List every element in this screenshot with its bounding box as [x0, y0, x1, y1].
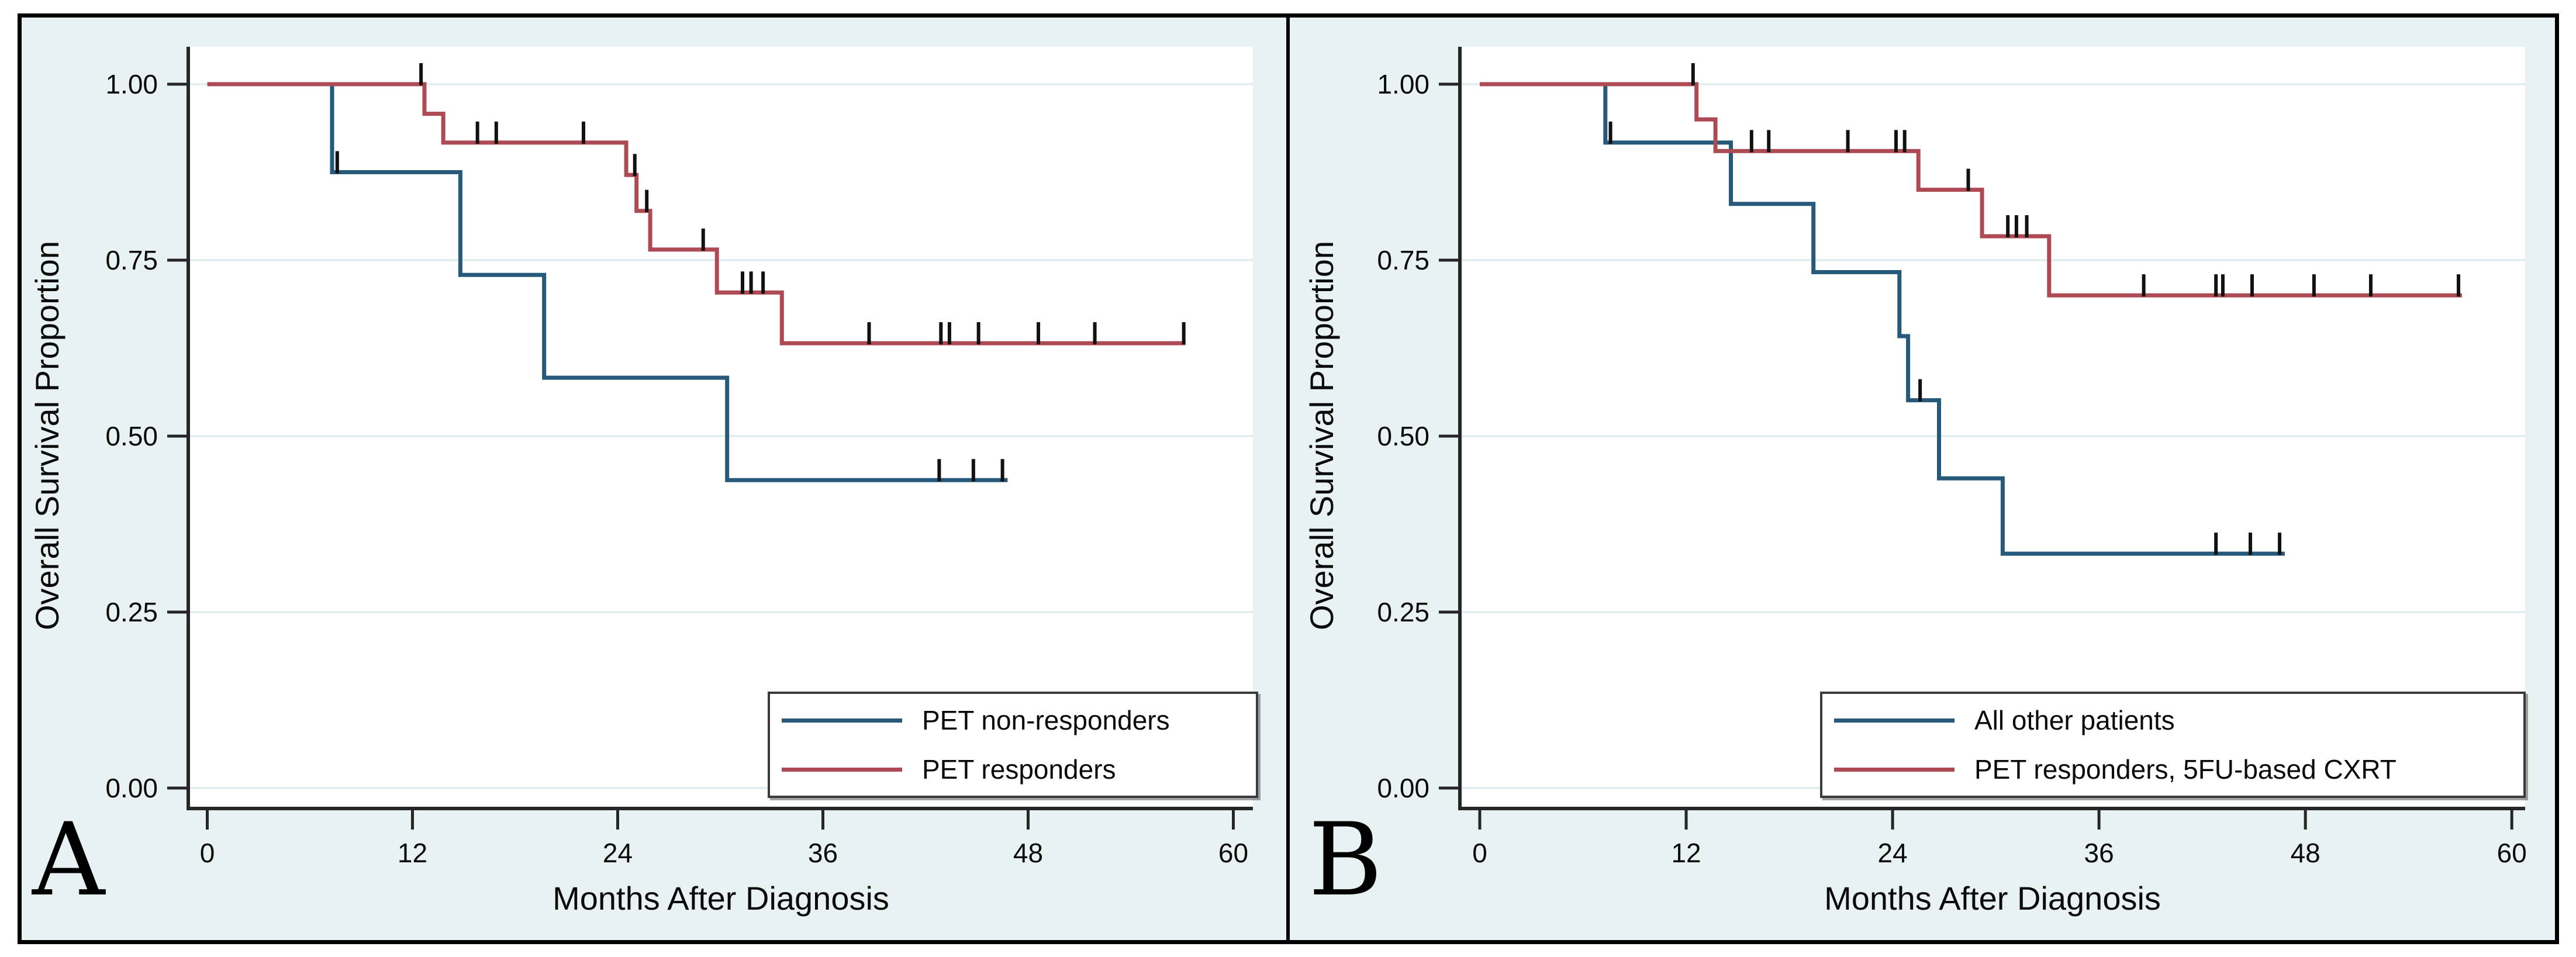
- x-tick-label: 12: [1671, 838, 1701, 868]
- censor-tick: [749, 271, 753, 294]
- legend-box-panel-b: All other patients PET responders, 5FU-ba…: [1820, 692, 2526, 798]
- censor-tick: [2278, 533, 2282, 555]
- y-tick-label: 0.00: [105, 773, 158, 803]
- censor-tick: [645, 189, 649, 212]
- censor-tick: [2250, 274, 2254, 297]
- x-axis-title-panel-b: Months After Diagnosis: [1824, 880, 2161, 917]
- censor-tick: [2312, 274, 2316, 297]
- y-axis-title-panel-b: Overall Survival Proportion: [1303, 241, 1340, 630]
- legend-line-sample: [1834, 718, 1955, 723]
- censor-tick: [1966, 168, 1970, 191]
- censor-tick: [633, 154, 637, 177]
- x-tick-label: 48: [2291, 838, 2321, 868]
- censor-tick: [1182, 322, 1186, 345]
- x-tick-label: 48: [1013, 838, 1043, 868]
- censor-tick: [2025, 215, 2029, 238]
- x-tick-label: 0: [200, 838, 215, 868]
- censor-tick: [971, 459, 975, 482]
- censor-tick: [867, 322, 871, 345]
- y-tick-label: 1.00: [1377, 69, 1429, 99]
- censor-tick: [2249, 533, 2253, 555]
- legend-label: PET non-responders: [922, 705, 1170, 735]
- legend-row: PET non-responders: [782, 704, 1256, 736]
- x-tick-label: 36: [2084, 838, 2114, 868]
- legend-label: PET responders: [922, 754, 1116, 785]
- censor-tick: [2014, 215, 2018, 238]
- censor-tick: [335, 151, 339, 174]
- legend-line-sample: [1834, 767, 1955, 772]
- censor-tick: [741, 271, 745, 294]
- censor-tick: [2006, 215, 2010, 238]
- censor-tick: [701, 228, 705, 251]
- censor-tick: [937, 459, 941, 482]
- y-tick-label: 0.75: [1377, 245, 1429, 275]
- censor-tick: [1037, 322, 1041, 345]
- x-tick-label: 60: [2497, 838, 2527, 868]
- x-tick-label: 24: [603, 838, 633, 868]
- censor-tick: [1894, 130, 1898, 153]
- censor-tick: [939, 322, 943, 345]
- y-tick-label: 0.50: [105, 421, 158, 451]
- x-tick-label: 0: [1472, 838, 1487, 868]
- censor-tick: [1093, 322, 1097, 345]
- legend-line-sample: [782, 767, 902, 772]
- y-tick-label: 0.25: [1377, 597, 1429, 627]
- survival-curve-pet-non-responders: [207, 82, 1008, 482]
- y-axis-title-panel-a: Overall Survival Proportion: [29, 241, 65, 630]
- y-tick-label: 1.00: [105, 69, 158, 99]
- censor-tick: [1846, 130, 1850, 153]
- x-tick-label: 60: [1218, 838, 1248, 868]
- panel-letter-a: A: [32, 801, 105, 918]
- survival-curve-all-other-patients: [1480, 82, 2285, 556]
- legend-line-sample: [782, 718, 902, 723]
- x-axis-title-panel-a: Months After Diagnosis: [553, 880, 889, 917]
- legend-row: PET responders: [782, 754, 1256, 785]
- censor-tick: [1691, 63, 1695, 85]
- censor-tick: [2214, 274, 2218, 297]
- panel-divider: [1286, 13, 1290, 944]
- legend-label: PET responders, 5FU-based CXRT: [1974, 754, 2397, 785]
- panel-letter-b: B: [1308, 801, 1383, 918]
- legend-label: All other patients: [1974, 705, 2175, 735]
- censor-tick: [1902, 130, 1907, 153]
- censor-tick: [1000, 459, 1004, 482]
- plot-area-panel-b: [1460, 47, 2525, 809]
- censor-tick: [475, 121, 479, 144]
- censor-tick: [2221, 274, 2225, 297]
- x-tick-label: 36: [808, 838, 838, 868]
- censor-tick: [2456, 274, 2460, 297]
- x-tick-label: 24: [1877, 838, 1907, 868]
- x-tick-label: 12: [398, 838, 427, 868]
- censor-tick: [1767, 130, 1771, 153]
- censor-tick: [2368, 274, 2373, 297]
- legend-row: All other patients: [1834, 704, 2523, 736]
- y-tick-label: 0.75: [105, 245, 158, 275]
- legend-row: PET responders, 5FU-based CXRT: [1834, 754, 2523, 785]
- y-tick-label: 0.25: [105, 597, 158, 627]
- censor-tick: [947, 322, 951, 345]
- legend-box-panel-a: PET non-responders PET responders: [768, 692, 1258, 798]
- censor-tick: [2214, 533, 2218, 555]
- censor-tick: [2142, 274, 2146, 297]
- censor-tick: [1749, 130, 1753, 153]
- censor-tick: [1918, 379, 1922, 402]
- censor-tick: [419, 63, 423, 85]
- y-tick-label: 0.50: [1377, 421, 1429, 451]
- censor-tick: [494, 121, 498, 144]
- y-tick-label: 0.00: [1377, 773, 1429, 803]
- censor-tick: [1608, 121, 1612, 144]
- censor-tick: [976, 322, 980, 345]
- censor-tick: [761, 271, 765, 294]
- survival-curve-pet-responders-5fu-based-cxrt: [1480, 82, 2462, 298]
- censor-tick: [582, 121, 585, 144]
